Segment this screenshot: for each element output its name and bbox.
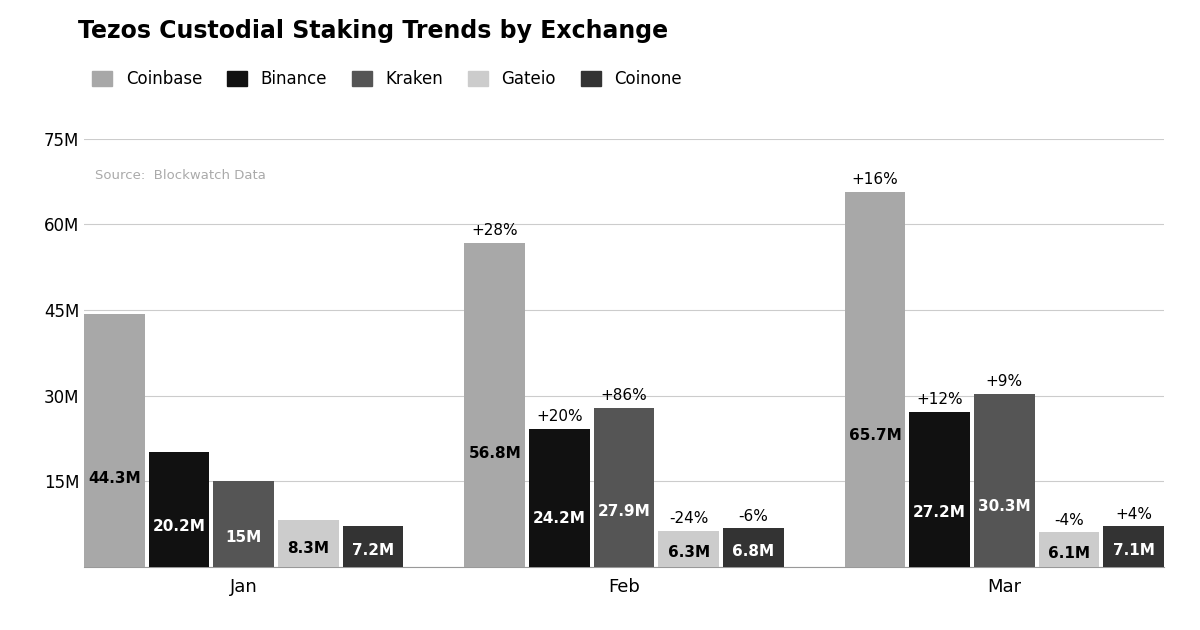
Text: 6.3M: 6.3M: [667, 545, 709, 560]
Bar: [1103, 527, 1164, 567]
Bar: [845, 192, 906, 567]
Text: +12%: +12%: [917, 392, 962, 407]
Text: 65.7M: 65.7M: [848, 428, 901, 443]
Text: 27.9M: 27.9M: [598, 504, 650, 518]
Text: +28%: +28%: [472, 223, 518, 238]
Text: 30.3M: 30.3M: [978, 499, 1031, 514]
Text: -24%: -24%: [668, 512, 708, 527]
Text: 20.2M: 20.2M: [152, 519, 205, 534]
Bar: [594, 408, 654, 567]
Text: -6%: -6%: [738, 508, 768, 524]
Bar: [278, 520, 338, 567]
Bar: [342, 526, 403, 567]
Text: +20%: +20%: [536, 410, 583, 424]
Text: 56.8M: 56.8M: [468, 446, 521, 461]
Text: 6.8M: 6.8M: [732, 544, 774, 559]
Text: +86%: +86%: [601, 388, 647, 403]
Text: 24.2M: 24.2M: [533, 511, 586, 526]
Text: Tezos Custodial Staking Trends by Exchange: Tezos Custodial Staking Trends by Exchan…: [78, 19, 668, 43]
Text: 7.2M: 7.2M: [352, 543, 394, 558]
Text: -4%: -4%: [1054, 513, 1084, 527]
Text: 15M: 15M: [226, 529, 262, 544]
Bar: [910, 411, 970, 567]
Bar: [464, 243, 526, 567]
Bar: [214, 481, 274, 567]
Bar: [722, 528, 784, 567]
Legend: Coinbase, Binance, Kraken, Gateio, Coinone: Coinbase, Binance, Kraken, Gateio, Coino…: [92, 70, 682, 88]
Bar: [84, 314, 145, 567]
Text: 27.2M: 27.2M: [913, 505, 966, 520]
Text: +16%: +16%: [852, 172, 899, 187]
Bar: [1038, 532, 1099, 567]
Text: Source:  Blockwatch Data: Source: Blockwatch Data: [95, 169, 265, 181]
Text: +4%: +4%: [1115, 507, 1152, 522]
Bar: [974, 394, 1034, 567]
Text: +9%: +9%: [985, 374, 1022, 389]
Bar: [149, 452, 210, 567]
Bar: [529, 429, 589, 567]
Text: 44.3M: 44.3M: [88, 471, 140, 486]
Text: 6.1M: 6.1M: [1048, 546, 1090, 561]
Bar: [659, 531, 719, 567]
Text: 8.3M: 8.3M: [287, 541, 329, 556]
Text: 7.1M: 7.1M: [1112, 543, 1154, 558]
